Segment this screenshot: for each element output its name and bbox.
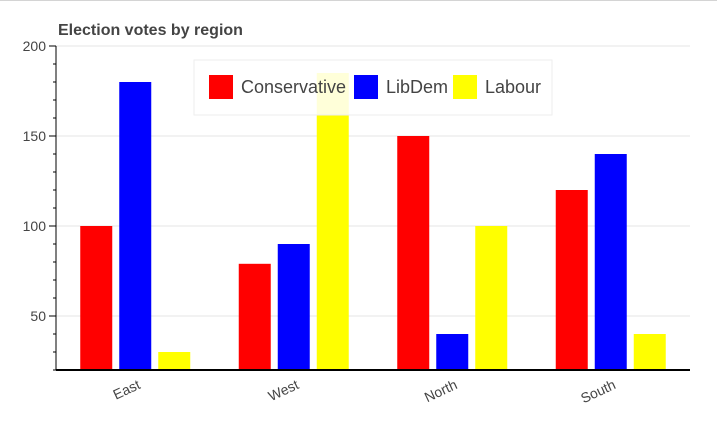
legend: Conservative LibDem Labour	[193, 59, 553, 116]
top-divider	[0, 0, 717, 1]
legend-swatch-libdem	[354, 75, 378, 99]
bars	[80, 73, 666, 370]
x-tick-label: South	[578, 376, 618, 406]
bar-libdem-south	[594, 154, 627, 370]
legend-swatch-labour	[453, 75, 477, 99]
bar-conservative-north	[397, 136, 430, 370]
legend-label-conservative: Conservative	[241, 77, 346, 97]
bar-conservative-east	[80, 226, 113, 370]
y-tick-label: 150	[23, 128, 47, 144]
x-tick-label: West	[266, 376, 302, 404]
bar-libdem-west	[277, 244, 310, 370]
x-tick-label: North	[422, 376, 460, 405]
bar-labour-south	[633, 334, 666, 370]
y-tick-label: 50	[30, 308, 46, 324]
bar-labour-north	[475, 226, 508, 370]
bar-labour-east	[158, 352, 191, 370]
legend-swatch-conservative	[209, 75, 233, 99]
legend-label-libdem: LibDem	[386, 77, 448, 97]
chart-title: Election votes by region	[58, 22, 243, 39]
y-tick-label: 200	[23, 38, 47, 54]
x-tick-label: East	[110, 376, 142, 402]
legend-label-labour: Labour	[485, 77, 541, 97]
bar-libdem-north	[436, 334, 469, 370]
bar-libdem-east	[119, 82, 152, 370]
y-tick-label: 100	[23, 218, 47, 234]
bar-labour-west	[316, 73, 349, 370]
bar-conservative-south	[555, 190, 588, 370]
bar-conservative-west	[238, 263, 271, 370]
